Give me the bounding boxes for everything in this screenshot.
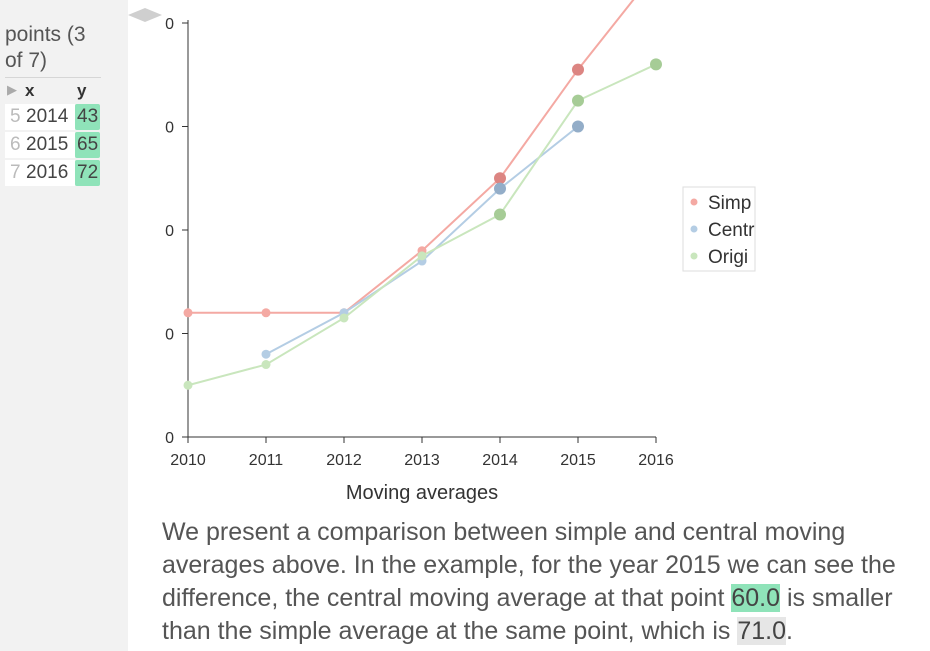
- row-index: 7: [10, 162, 21, 183]
- collapse-handle-icon[interactable]: [128, 6, 162, 24]
- y-tick-label: 0: [165, 430, 174, 447]
- x-tick-label: 2011: [249, 452, 284, 469]
- x-tick-label: 2014: [482, 452, 518, 469]
- cell-y[interactable]: 65: [75, 132, 101, 158]
- x-tick-label: 2015: [560, 452, 596, 469]
- data-point: [572, 94, 584, 107]
- legend-label: Simp: [708, 193, 751, 214]
- data-point: [183, 308, 193, 318]
- row-index: 5: [10, 106, 21, 127]
- data-table: ▶ x y 5 2014 43 6 2015 65 7 2016 72: [5, 81, 125, 187]
- data-point: [417, 251, 427, 261]
- legend-marker: [690, 225, 698, 233]
- expand-arrow-icon[interactable]: ▶: [7, 82, 17, 97]
- x-tick-label: 2013: [404, 452, 440, 469]
- caption-text: We present a comparison between simple a…: [162, 516, 928, 648]
- series-line-0: [188, 0, 635, 314]
- data-point: [494, 172, 506, 185]
- row-index: 6: [10, 134, 21, 155]
- column-header-x[interactable]: x: [25, 81, 35, 100]
- data-point: [572, 120, 584, 133]
- cell-y[interactable]: 72: [75, 160, 101, 186]
- table-row[interactable]: 6 2015 65: [5, 131, 125, 159]
- table-header: ▶ x y: [5, 81, 125, 103]
- data-point: [494, 182, 506, 195]
- simple-average-value[interactable]: 71.0: [737, 617, 786, 645]
- legend-marker: [690, 198, 698, 206]
- caption-part-1: We present a comparison between simple a…: [162, 518, 896, 612]
- series-line-2: [187, 63, 657, 387]
- table-row[interactable]: 5 2014 43: [5, 103, 125, 131]
- data-point: [494, 208, 506, 221]
- panel-divider: [5, 77, 101, 78]
- legend-marker: [690, 252, 698, 260]
- panel-title: points (3 of 7): [5, 23, 86, 72]
- data-point: [261, 360, 271, 370]
- y-tick-label: 0: [165, 16, 174, 33]
- caption-part-2: is smaller than the simple average at th…: [162, 584, 893, 645]
- y-tick-label: 0: [165, 120, 174, 137]
- x-tick-label: 2010: [170, 452, 206, 469]
- x-tick-label: 2016: [638, 452, 674, 469]
- legend-label: Centr: [708, 220, 755, 241]
- data-panel: points (3 of 7) ▶ x y 5 2014 43 6 2015 6…: [0, 0, 128, 651]
- y-tick-label: 0: [165, 327, 174, 344]
- cell-y[interactable]: 43: [75, 104, 101, 130]
- caption-part-3: .: [786, 617, 793, 645]
- data-point: [650, 58, 662, 71]
- cell-x: 2015: [26, 134, 69, 155]
- data-point: [183, 380, 193, 390]
- data-point: [261, 308, 271, 318]
- x-axis-title: Moving averages: [346, 482, 498, 504]
- data-point: [261, 349, 271, 359]
- table-row[interactable]: 7 2016 72: [5, 159, 125, 187]
- central-average-value[interactable]: 60.0: [731, 584, 781, 612]
- data-point: [572, 63, 584, 76]
- y-tick-label: 0: [165, 223, 174, 240]
- cell-x: 2014: [26, 106, 69, 127]
- column-header-y[interactable]: y: [77, 81, 87, 100]
- moving-averages-chart: 0 0 0 0 0 2010 2011 2012 2013 2014 2015 2016 Moving …: [165, 0, 756, 504]
- cell-x: 2016: [26, 162, 69, 183]
- legend-label: Origi: [708, 247, 748, 268]
- x-tick-label: 2012: [326, 452, 362, 469]
- data-point: [339, 313, 349, 323]
- series-line-1: [265, 125, 579, 356]
